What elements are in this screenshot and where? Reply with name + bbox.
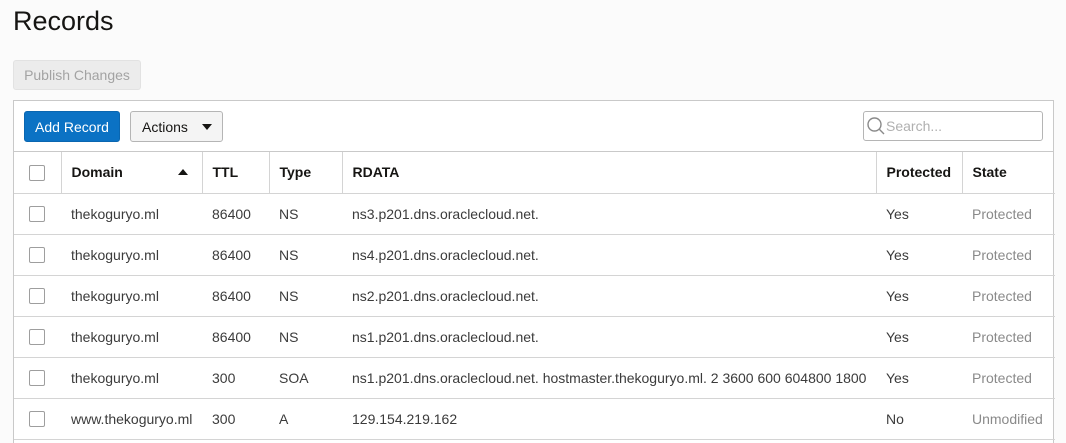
cell-state: Protected [962,193,1055,235]
cell-domain: thekoguryo.ml [61,316,202,358]
cell-state: Protected [962,316,1055,358]
cell-state: Unmodified [962,398,1055,440]
column-header-protected[interactable]: Protected [876,152,963,194]
cell-ttl: 86400 [202,234,269,276]
chevron-down-icon [201,123,212,130]
cell-type: NS [269,316,342,358]
sort-ascending-icon [177,169,188,176]
row-checkbox[interactable] [29,206,45,223]
cell-rdata: ns3.p201.dns.oraclecloud.net. [342,193,876,235]
add-record-button[interactable]: Add Record [24,111,120,142]
select-all-checkbox[interactable] [29,164,45,181]
column-header-type[interactable]: Type [269,152,343,194]
cell-ttl: 86400 [202,193,269,235]
cell-state: Protected [962,275,1055,317]
cell-type: NS [269,275,342,317]
search-box [863,111,1066,141]
cell-type: A [269,398,342,440]
column-header-ttl[interactable]: TTL [202,152,270,194]
cell-protected: Yes [876,275,962,317]
cell-protected: Yes [876,193,962,235]
cell-domain: thekoguryo.ml [61,275,202,317]
row-select-cell [14,275,61,317]
table-row: thekoguryo.ml 86400 NS ns1.p201.dns.orac… [14,316,1055,358]
page-title: Records [13,6,114,36]
actions-label: Actions [142,118,188,135]
publish-changes-button[interactable]: Publish Changes [13,60,141,90]
actions-dropdown-button[interactable]: Actions [130,111,223,142]
row-checkbox[interactable] [29,288,45,305]
cell-protected: Yes [876,316,962,358]
cell-ttl: 300 [202,398,269,440]
cell-type: NS [269,234,342,276]
column-header-label: Domain [71,164,123,181]
cell-rdata: 129.154.219.162 [342,398,876,440]
row-checkbox[interactable] [29,329,45,346]
search-icon [866,112,886,140]
row-checkbox[interactable] [29,247,45,264]
row-select-cell [14,193,61,235]
row-select-cell [14,398,61,440]
table-row: www.thekoguryo.ml 300 A 129.154.219.162 … [14,398,1055,440]
column-header-state[interactable]: State [962,152,1055,194]
row-select-cell [14,234,61,276]
cell-protected: Yes [876,357,962,399]
cell-ttl: 300 [202,357,269,399]
records-toolbar: Add Record Actions [14,101,1066,152]
table-row: thekoguryo.ml 86400 NS ns3.p201.dns.orac… [14,193,1055,235]
records-table: Domain TTL Type RDATA Protected State th… [14,152,1055,440]
cell-protected: Yes [876,234,962,276]
cell-rdata: ns1.p201.dns.oraclecloud.net. [342,316,876,358]
table-row: thekoguryo.ml 300 SOA ns1.p201.dns.oracl… [14,357,1055,399]
cell-domain: thekoguryo.ml [61,357,202,399]
cell-protected: No [876,398,962,440]
cell-rdata: ns4.p201.dns.oraclecloud.net. [342,234,876,276]
row-checkbox[interactable] [29,411,45,428]
table-row: thekoguryo.ml 86400 NS ns2.p201.dns.orac… [14,275,1055,317]
cell-domain: www.thekoguryo.ml [61,398,202,440]
cell-state: Protected [962,234,1055,276]
table-row: thekoguryo.ml 86400 NS ns4.p201.dns.orac… [14,234,1055,276]
row-select-cell [14,357,61,399]
cell-type: NS [269,193,342,235]
column-header-domain[interactable]: Domain [61,152,203,194]
cell-domain: thekoguryo.ml [61,193,202,235]
search-input[interactable] [886,113,1066,139]
cell-type: SOA [269,357,342,399]
cell-ttl: 86400 [202,275,269,317]
cell-state: Protected [962,357,1055,399]
cell-rdata: ns2.p201.dns.oraclecloud.net. [342,275,876,317]
records-panel: Add Record Actions [13,100,1066,443]
cell-domain: thekoguryo.ml [61,234,202,276]
cell-ttl: 86400 [202,316,269,358]
column-header-rdata[interactable]: RDATA [342,152,877,194]
cell-rdata: ns1.p201.dns.oraclecloud.net. hostmaster… [342,357,876,399]
select-all-cell [14,152,62,194]
row-select-cell [14,316,61,358]
table-header-row: Domain TTL Type RDATA Protected State [14,152,1055,194]
row-checkbox[interactable] [29,370,45,387]
